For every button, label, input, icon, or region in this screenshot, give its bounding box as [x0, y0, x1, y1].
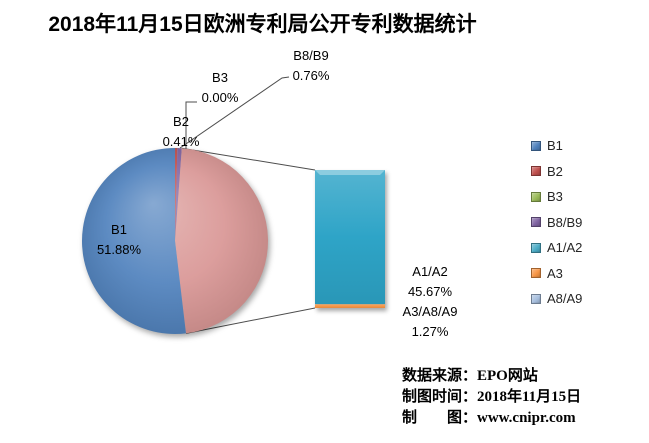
b8b9-leader-line	[179, 76, 290, 149]
pie-label-b1: B1 51.88%	[79, 220, 159, 260]
pie-label-b2-name: B2	[173, 114, 189, 129]
pie-slice-b8-b9	[175, 148, 182, 241]
data-source-line: 数据来源：EPO网站	[402, 368, 538, 384]
chart-credit-line: 制 图：www.cnipr.com	[402, 410, 576, 426]
legend-label-b1: B1	[547, 138, 563, 154]
pie-to-bar-connector-lines	[181, 147, 316, 334]
pie-label-b3-value: 0.00%	[201, 90, 239, 105]
legend-swatch-b3	[531, 191, 541, 202]
pie-label-b8b9-value: 0.76%	[292, 68, 330, 83]
legend: B1 B2 B3 B8/B9 A1/A2 A3 A8/A9	[531, 133, 582, 312]
chart-date-line: 制图时间：2018年11月15日	[402, 389, 582, 405]
pie-label-b1-value: 51.88%	[96, 242, 142, 257]
pie-label-b3: B3 0.00%	[180, 68, 260, 108]
legend-item-b2: B2	[531, 159, 582, 185]
b3-leader-line	[185, 101, 197, 149]
pie-slice-b2	[175, 148, 178, 241]
legend-item-a1a2: A1/A2	[531, 235, 582, 261]
pie-label-b1-name: B1	[111, 222, 127, 237]
pie	[81, 148, 268, 334]
footer-credits: 数据来源：EPO网站 制图时间：2018年11月15日 制 图：www.cnip…	[402, 366, 581, 429]
connector-line	[181, 147, 316, 171]
legend-swatch-b8b9	[531, 217, 541, 228]
bar-label-a1a2-name: A1/A2	[412, 264, 448, 279]
legend-label-b3: B3	[547, 189, 563, 205]
breakout-bar	[315, 170, 385, 308]
pie-label-b3-name: B3	[212, 70, 228, 85]
legend-item-b8b9: B8/B9	[531, 210, 582, 236]
legend-item-a8a9: A8/A9	[531, 286, 582, 312]
pie-label-b8b9-name: B8/B9	[293, 48, 329, 63]
pie-slice-b1	[81, 148, 186, 334]
legend-item-b3: B3	[531, 184, 582, 210]
pie-label-b8b9: B8/B9 0.76%	[271, 46, 351, 86]
legend-label-b2: B2	[547, 163, 563, 179]
legend-label-a3: A3	[547, 265, 563, 281]
bar-label-a3a8a9-value: 1.27%	[411, 324, 449, 339]
pie-slice-a-group-expanded-to-bar-	[175, 148, 268, 334]
legend-swatch-b1	[531, 140, 541, 151]
pie-label-b2: B2 0.41%	[141, 112, 221, 152]
legend-label-a1a2: A1/A2	[547, 240, 583, 256]
bar-label-a3a8a9-name: A3/A8/A9	[402, 304, 458, 319]
legend-item-b1: B1	[531, 133, 582, 159]
bar-segment-a1-a2	[315, 170, 385, 305]
chart-title: 2018年11月15日欧洲专利局公开专利数据统计	[48, 13, 477, 36]
legend-swatch-a8a9	[531, 293, 541, 304]
leader-lines	[179, 76, 290, 149]
connector-line	[185, 307, 316, 334]
bar-label: A1/A2 45.67% A3/A8/A9 1.27%	[385, 262, 475, 342]
legend-item-a3: A3	[531, 261, 582, 287]
legend-label-b8b9: B8/B9	[547, 214, 583, 230]
bar-label-a1a2-value: 45.67%	[407, 284, 453, 299]
bar-segment-a3-a8-a9	[315, 304, 385, 308]
bar-top-bevel	[315, 170, 385, 175]
legend-swatch-b2	[531, 166, 541, 177]
legend-swatch-a3	[531, 268, 541, 279]
legend-swatch-a1a2	[531, 242, 541, 253]
legend-label-a8a9: A8/A9	[547, 291, 583, 307]
pie-label-b2-value: 0.41%	[162, 134, 200, 149]
